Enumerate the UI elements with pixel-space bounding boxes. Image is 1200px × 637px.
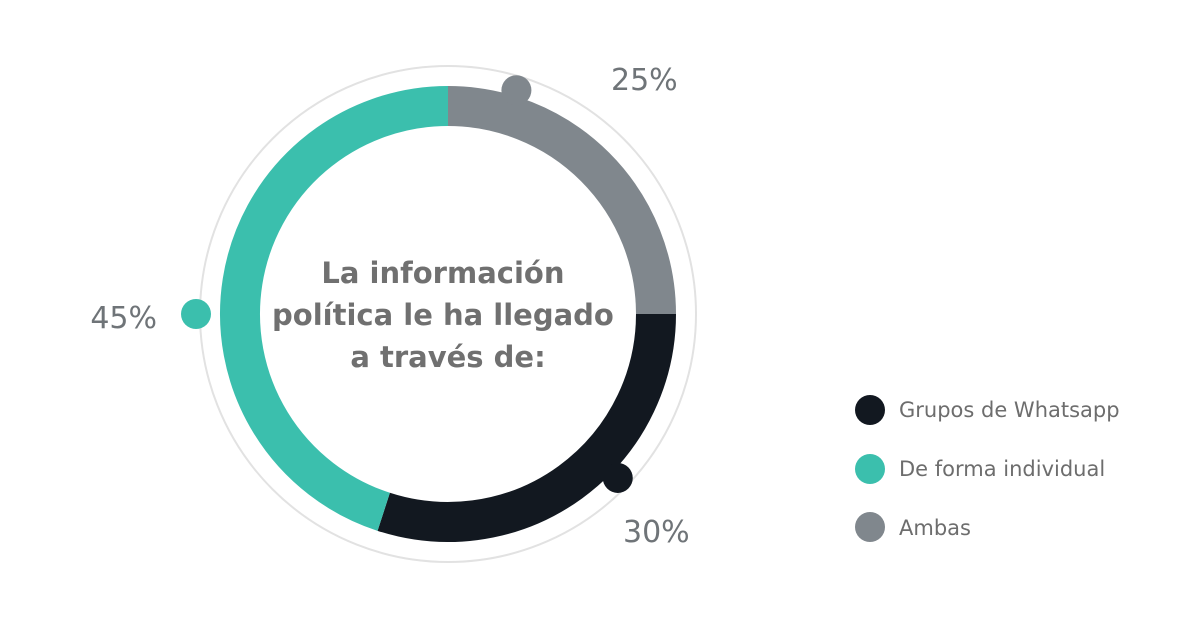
- legend-label-de-forma-individual: De forma individual: [899, 457, 1105, 481]
- donut-slices: [220, 86, 676, 542]
- value-label-ambas: 25%: [611, 63, 678, 98]
- marker-grupos-de-whatsapp: [602, 462, 633, 493]
- marker-de-forma-individual: [181, 299, 211, 329]
- value-label-de-forma-individual: 45%: [90, 301, 157, 336]
- legend-label-grupos-de-whatsapp: Grupos de Whatsapp: [899, 398, 1120, 422]
- center-title-line-2: política le ha llegado: [272, 298, 614, 332]
- legend-label-ambas: Ambas: [899, 516, 971, 540]
- marker-ambas: [501, 75, 532, 106]
- legend-swatch-grupos-de-whatsapp: [855, 395, 885, 425]
- legend-swatch-de-forma-individual: [855, 454, 885, 484]
- slice-markers: 30% 45% 25%: [90, 63, 689, 550]
- legend: Grupos de Whatsapp De forma individual A…: [855, 395, 1120, 542]
- value-label-grupos-de-whatsapp: 30%: [623, 515, 690, 550]
- center-title: La información política le ha llegado a …: [272, 256, 624, 374]
- slice-de-forma-individual: [220, 86, 449, 531]
- center-title-line-3: a través de:: [350, 340, 545, 374]
- legend-swatch-ambas: [855, 512, 885, 542]
- slice-grupos-de-whatsapp: [377, 313, 676, 542]
- center-title-line-1: La información: [321, 256, 564, 290]
- slice-ambas: [447, 86, 676, 315]
